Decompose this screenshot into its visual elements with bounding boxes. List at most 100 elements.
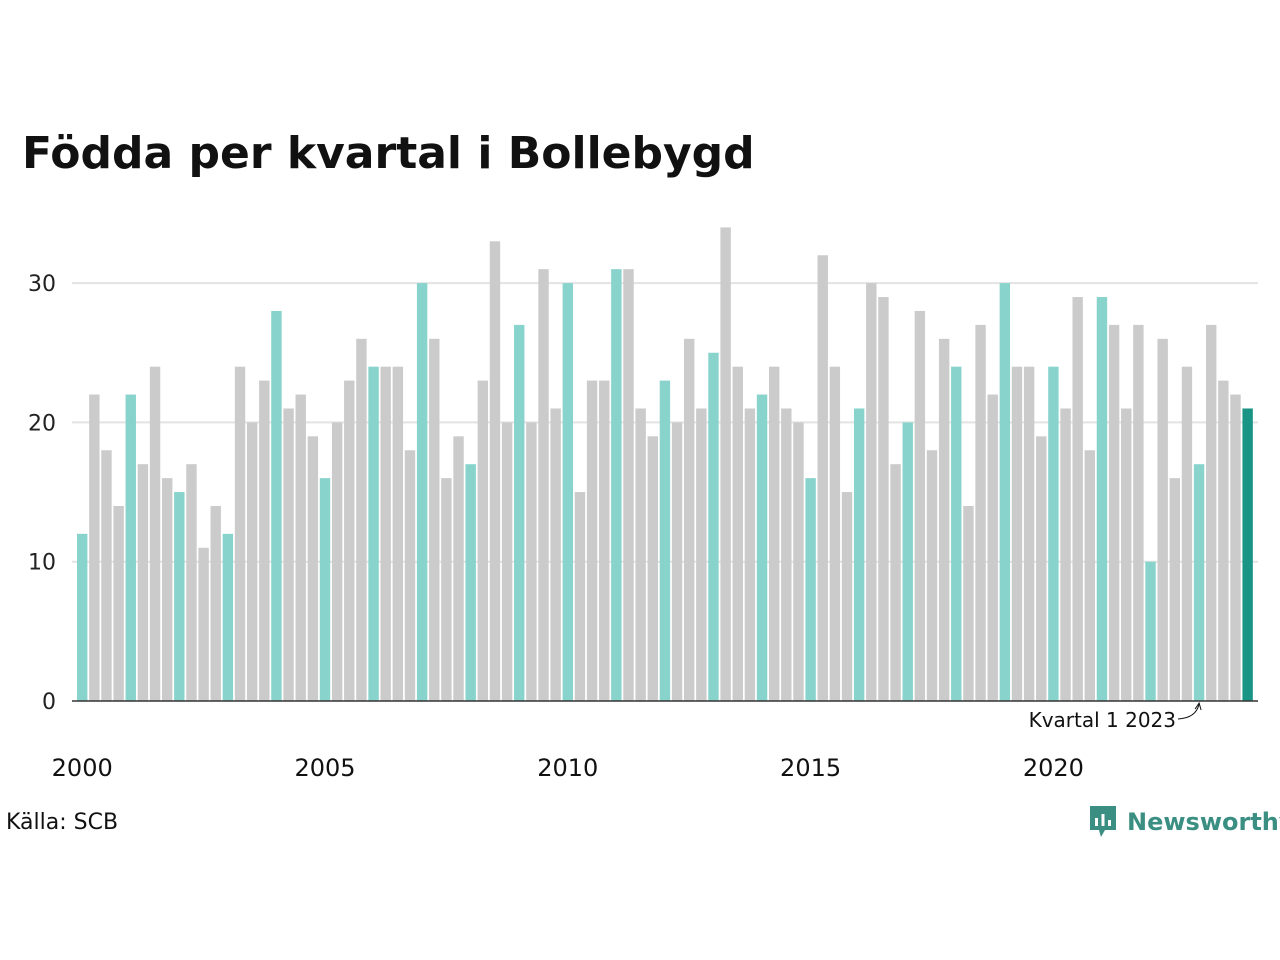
bar — [404, 450, 416, 701]
bar — [429, 338, 440, 701]
bar — [914, 310, 926, 701]
bar — [149, 366, 161, 701]
brand-logo: Newsworthy — [1088, 804, 1280, 840]
bar — [926, 450, 938, 701]
bar — [295, 394, 306, 701]
bar — [77, 533, 88, 701]
bar — [198, 547, 209, 701]
bar — [1121, 408, 1132, 701]
bar — [611, 269, 622, 701]
y-tick-label: 30 — [28, 272, 56, 297]
bar — [501, 422, 513, 701]
bar — [1206, 324, 1217, 701]
bar — [1181, 366, 1193, 701]
bar — [1230, 394, 1241, 701]
bar — [1169, 478, 1180, 701]
bar — [659, 380, 671, 701]
x-tick-label: 2020 — [1023, 754, 1084, 782]
bar — [1023, 366, 1035, 701]
x-tick-label: 2005 — [294, 754, 355, 782]
bar — [720, 227, 731, 701]
source-label: Källa: SCB — [6, 810, 119, 835]
bar — [271, 310, 282, 701]
bar — [866, 283, 877, 701]
bar — [259, 380, 270, 701]
x-tick-label: 2000 — [52, 754, 113, 782]
brand-name: Newsworthy — [1127, 808, 1280, 836]
bar — [671, 422, 683, 701]
bar — [453, 436, 464, 701]
y-tick-label: 20 — [28, 411, 56, 436]
bar — [635, 408, 646, 701]
annotation-arrowhead — [1194, 701, 1202, 711]
bar — [1048, 366, 1059, 701]
bar — [161, 478, 173, 701]
bar — [1242, 408, 1253, 701]
bar — [1096, 297, 1108, 701]
bar — [829, 366, 841, 701]
bar — [805, 478, 816, 701]
bar — [768, 366, 780, 701]
x-tick-label: 2010 — [537, 754, 598, 782]
bar — [368, 366, 379, 701]
bar — [684, 338, 695, 701]
bar — [890, 464, 901, 701]
bar — [963, 505, 974, 701]
bar — [1036, 436, 1047, 701]
bar — [793, 422, 804, 701]
bar — [987, 394, 998, 701]
newsworthy-logo-icon — [1090, 806, 1116, 837]
bar — [514, 324, 525, 701]
bar — [477, 380, 489, 701]
bar — [562, 283, 573, 701]
bar — [1084, 450, 1096, 701]
bar — [538, 269, 549, 701]
bar — [574, 492, 586, 701]
bar — [999, 283, 1011, 701]
bar — [817, 255, 828, 702]
bar — [744, 408, 756, 701]
bar — [1108, 324, 1120, 701]
bar — [1218, 380, 1229, 701]
bar — [623, 269, 634, 701]
annotation-arrow — [1177, 703, 1200, 720]
bar — [441, 478, 452, 701]
bar — [975, 324, 986, 701]
bar — [307, 436, 319, 701]
bar — [465, 464, 476, 701]
bar — [951, 366, 962, 701]
bar — [599, 380, 610, 701]
bar — [356, 338, 367, 701]
bar — [222, 533, 234, 701]
bar — [1011, 366, 1023, 701]
bar — [319, 478, 331, 701]
bar — [137, 464, 149, 701]
bar — [756, 394, 768, 701]
bar — [331, 422, 343, 701]
bar — [125, 394, 136, 701]
bar — [647, 436, 658, 701]
bar — [380, 366, 391, 701]
y-tick-label: 0 — [42, 690, 56, 715]
bar — [416, 283, 428, 701]
bar — [732, 366, 743, 701]
bar — [489, 241, 501, 701]
bar — [526, 422, 537, 701]
bar — [89, 394, 100, 701]
bar — [550, 408, 561, 701]
bar — [781, 408, 792, 701]
bar — [344, 380, 355, 701]
bar — [902, 422, 913, 701]
bar — [174, 492, 185, 701]
bar — [878, 297, 889, 701]
bar — [1193, 464, 1205, 701]
bar — [938, 338, 950, 701]
bar — [1072, 297, 1083, 701]
x-tick-label: 2015 — [780, 754, 841, 782]
bar — [210, 505, 221, 701]
y-tick-label: 10 — [28, 551, 56, 576]
bar — [708, 352, 719, 701]
axes: 0 10 20 30 2000 2005 2010 2015 2020 Kvartal 1 202… — [28, 272, 1258, 782]
bar — [101, 450, 112, 701]
bars — [77, 227, 1253, 702]
